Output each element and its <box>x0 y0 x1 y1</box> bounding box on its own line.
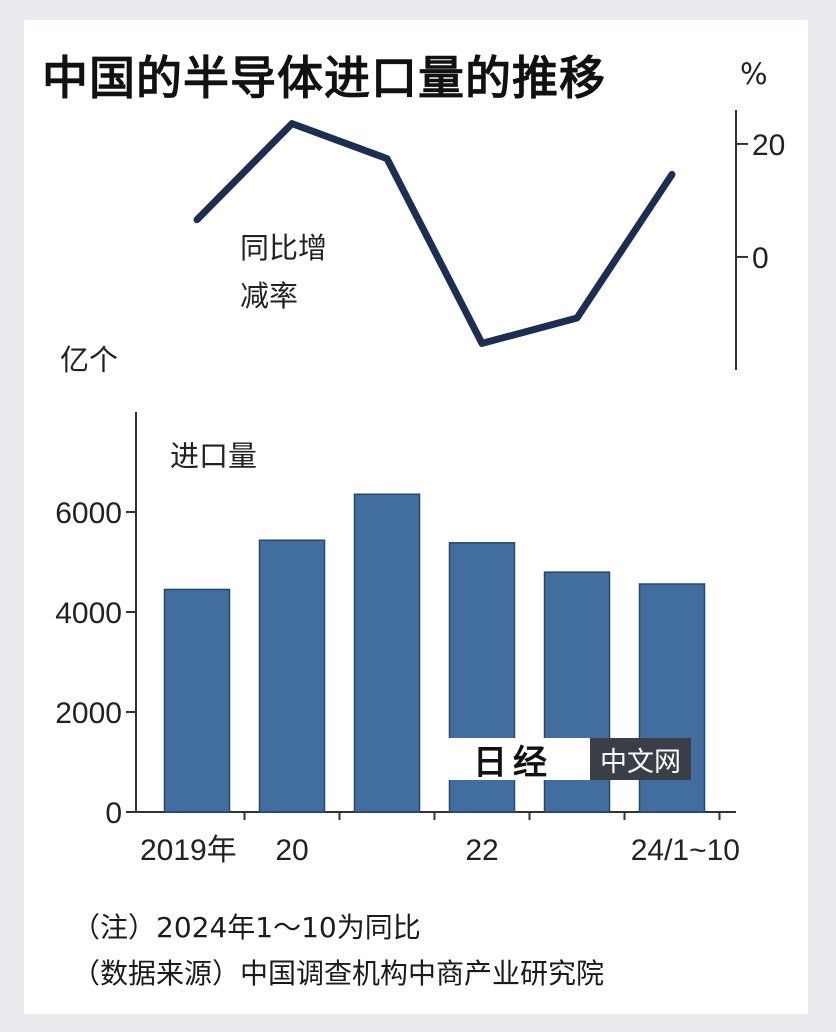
bar-y-tick-label: 2000 <box>55 697 122 730</box>
bar <box>258 539 326 813</box>
bar-y-tick-label: 0 <box>105 797 122 830</box>
bar-y-tick-label: 6000 <box>55 497 122 530</box>
line-y-tick-label: 0 <box>752 242 769 275</box>
bar-y-tick-label: 4000 <box>55 597 122 630</box>
chart-card: 中国的半导体进口量的推移 % 同比增 减率 20 0 亿个 进口量 0 2000 40… <box>24 20 808 1014</box>
bar-series-label: 进口量 <box>170 439 257 473</box>
bar-x-tick-label: 2019年 <box>140 834 237 867</box>
line-series-path <box>193 120 676 347</box>
watermark-logo: 日经 <box>436 738 590 783</box>
watermark-text: 中文网 <box>590 738 691 780</box>
line-y-tick-label: 20 <box>752 129 785 162</box>
bar-chart: 亿个 进口量 0 2000 4000 6000 2019年 20 22 24/1~10 <box>55 343 740 867</box>
chart-title: 中国的半导体进口量的推移 <box>42 51 606 105</box>
bar <box>353 493 421 813</box>
line-series-label-line-2: 减率 <box>240 279 298 313</box>
footnote: （注）2024年1～10为同比 <box>72 911 421 944</box>
line-chart-unit: % <box>740 57 768 91</box>
bar <box>163 588 231 813</box>
bar-x-tick-label: 22 <box>465 834 498 867</box>
bar-chart-unit: 亿个 <box>60 343 118 377</box>
source-note: （数据来源）中国调查机构中商产业研究院 <box>72 957 605 990</box>
line-chart: % 同比增 减率 20 0 <box>193 57 785 370</box>
watermark: 日经 中文网 <box>436 738 691 783</box>
bar-x-tick-label: 20 <box>275 834 308 867</box>
line-series-label-line-1: 同比增 <box>240 231 327 265</box>
bar-x-tick-label: 24/1~10 <box>631 834 740 867</box>
